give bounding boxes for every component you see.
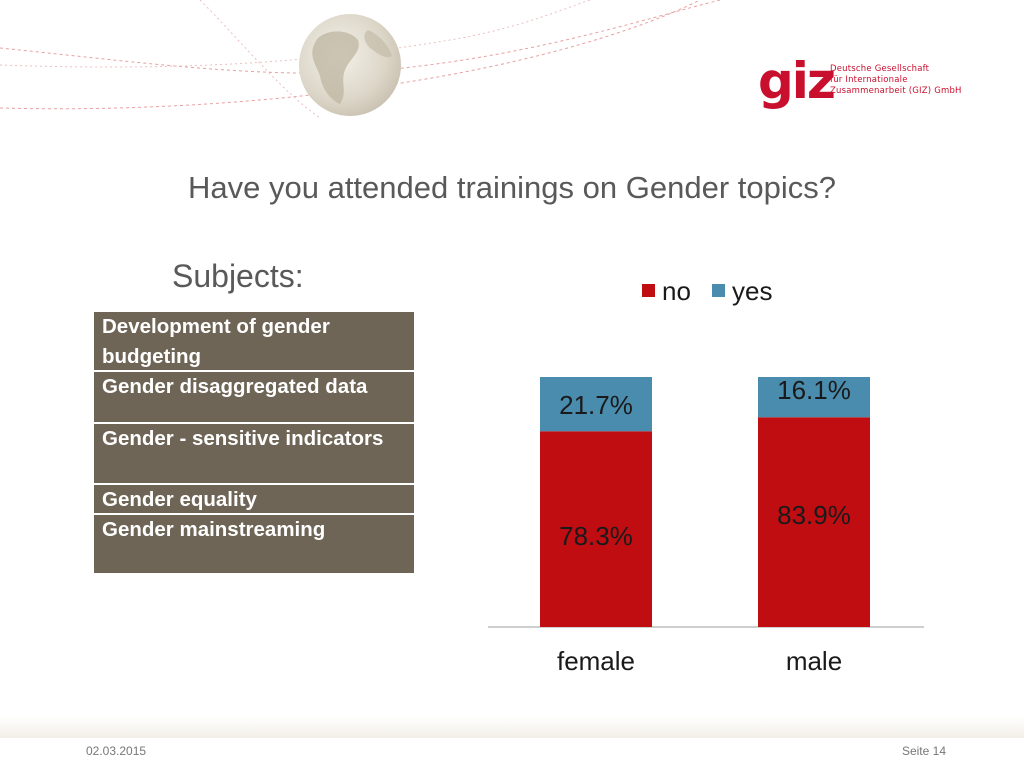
bar-segment-yes-male xyxy=(758,377,870,418)
globe-icon xyxy=(299,14,401,116)
header-decoration xyxy=(0,0,721,119)
subject-row: Gender equality xyxy=(94,485,414,515)
bar-segment-no-male xyxy=(758,417,870,627)
subject-row: Development of gender budgeting xyxy=(94,312,414,372)
legend-label-no: no xyxy=(662,276,691,306)
legend-label-yes: yes xyxy=(732,276,772,306)
footer-date: 02.03.2015 xyxy=(86,744,147,758)
logo-line: für Internationale xyxy=(830,75,908,85)
footer-page-number: Seite 14 xyxy=(901,744,946,758)
bar-segment-no-female xyxy=(540,431,652,627)
legend-swatch-no xyxy=(642,284,655,297)
bar-segment-yes-female xyxy=(540,377,652,432)
data-label-no-male: 83.9% xyxy=(777,500,851,530)
logo-organization-name: Deutsche Gesellschaft für Internationale… xyxy=(830,64,962,97)
legend-swatch-yes xyxy=(712,284,725,297)
data-label-yes-male: 16.1% xyxy=(777,375,851,405)
stacked-bar-chart: 78.3% 21.7% female 83.9% 16.1% male no yes xyxy=(488,276,924,676)
category-label-female: female xyxy=(557,646,635,676)
subject-row: Gender - sensitive indicators xyxy=(94,424,414,485)
giz-logo: giz xyxy=(758,52,836,110)
data-label-yes-female: 21.7% xyxy=(559,390,633,420)
footer-band xyxy=(0,716,1024,738)
category-label-male: male xyxy=(786,646,842,676)
subject-row: Gender mainstreaming xyxy=(94,515,414,573)
data-label-no-female: 78.3% xyxy=(559,521,633,551)
subjects-table: Development of gender budgeting Gender d… xyxy=(94,312,414,573)
logo-line: Zusammenarbeit (GIZ) GmbH xyxy=(830,86,962,96)
logo-line: Deutsche Gesellschaft xyxy=(830,64,930,74)
subject-row: Gender disaggregated data xyxy=(94,372,414,424)
slide-title: Have you attended trainings on Gender to… xyxy=(188,170,836,205)
subjects-heading: Subjects: xyxy=(172,258,304,294)
